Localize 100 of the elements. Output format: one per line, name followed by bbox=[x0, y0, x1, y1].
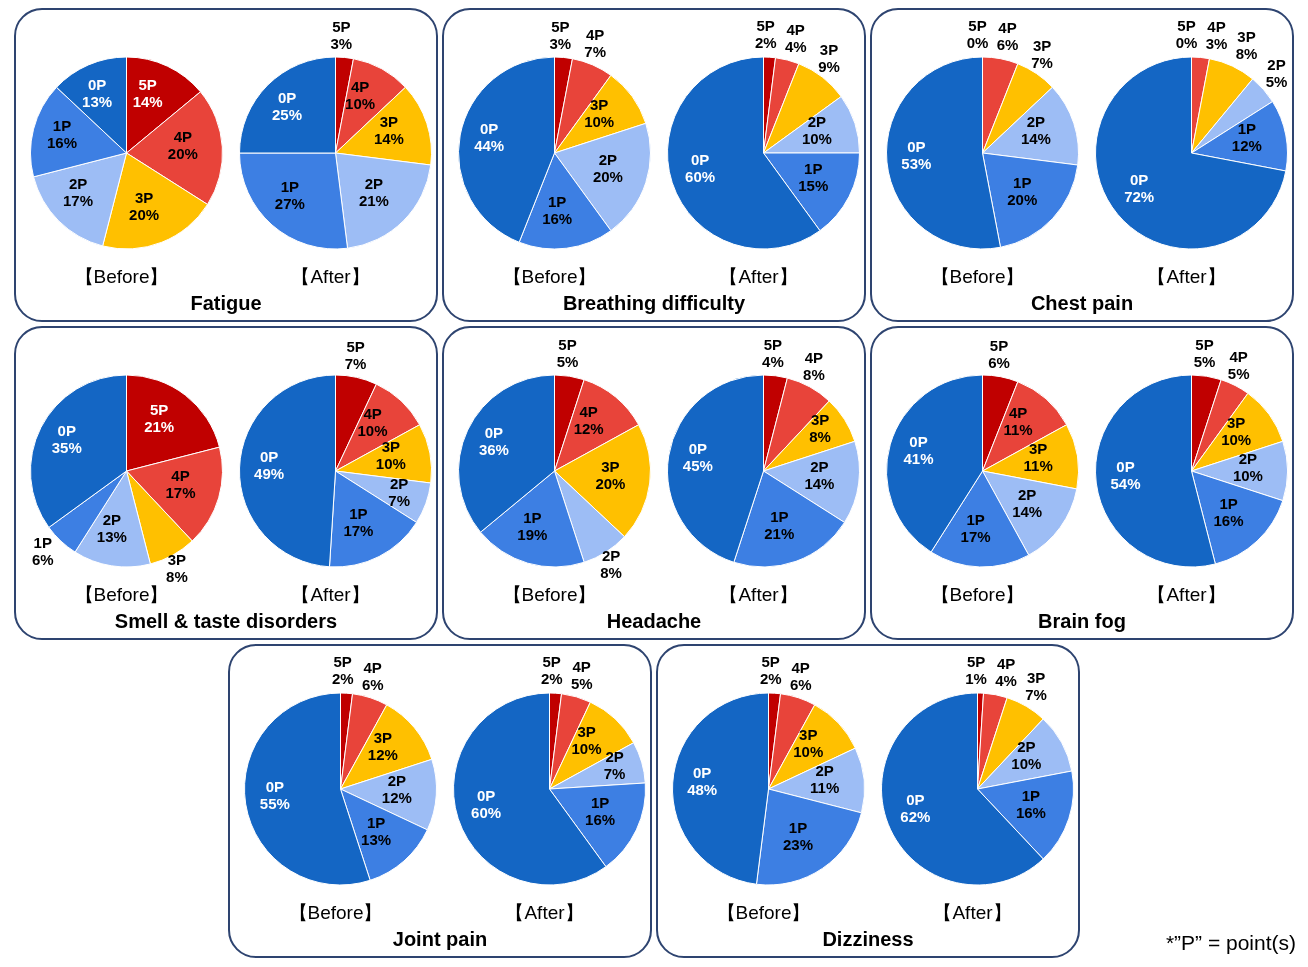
slice-label: 0P bbox=[1116, 457, 1135, 475]
data-label: 7% bbox=[584, 43, 607, 61]
slice-label: 1P bbox=[770, 507, 789, 525]
data-label: 2% bbox=[540, 670, 563, 688]
data-label: 12% bbox=[573, 419, 604, 437]
data-label: 11% bbox=[810, 779, 840, 797]
data-label: 20% bbox=[1007, 191, 1038, 209]
data-label: 45% bbox=[682, 457, 713, 475]
text: 【Before】 bbox=[73, 583, 170, 607]
data-label: 12% bbox=[367, 745, 398, 763]
slice-label: 4P bbox=[171, 467, 190, 485]
text: 【Before】 bbox=[73, 265, 170, 289]
data-label: 11% bbox=[1003, 420, 1033, 438]
data-label: 14% bbox=[1020, 130, 1051, 148]
slice-label: 3P bbox=[601, 457, 620, 475]
slice-label: 4P bbox=[786, 20, 805, 38]
data-label: 10% bbox=[375, 455, 406, 473]
data-label: 48% bbox=[687, 781, 718, 799]
data-label: 17% bbox=[960, 528, 991, 546]
data-label: 7% bbox=[388, 491, 410, 509]
data-label: 16% bbox=[542, 209, 573, 227]
data-label: 49% bbox=[254, 465, 285, 483]
slice-label: 1P bbox=[548, 192, 567, 210]
data-label: 10% bbox=[1221, 430, 1252, 448]
data-label: 16% bbox=[585, 811, 616, 829]
data-label: 17% bbox=[63, 192, 94, 210]
slice-label: 2P bbox=[389, 474, 409, 492]
slice-label: 5P bbox=[756, 17, 775, 35]
slice-label: 2P bbox=[810, 457, 829, 475]
category-label: 5P bbox=[968, 17, 987, 34]
slice-label: 1P bbox=[966, 511, 985, 529]
slice-label: 1P bbox=[1021, 786, 1041, 804]
data-label: 12% bbox=[381, 788, 412, 806]
slice-label: 0P bbox=[87, 75, 107, 93]
data-label: 7% bbox=[344, 354, 367, 372]
slice-label: 1P bbox=[52, 116, 72, 134]
data-label: 20% bbox=[167, 145, 198, 163]
data-label: 2% bbox=[754, 34, 777, 52]
data-label: 14% bbox=[1012, 503, 1043, 521]
text: 0% bbox=[1175, 34, 1198, 51]
data-label: 4% bbox=[995, 672, 1017, 690]
slice-label: 4P bbox=[572, 657, 591, 675]
data-label: 10% bbox=[584, 112, 615, 130]
data-label: 60% bbox=[685, 167, 716, 185]
data-label: 10% bbox=[1232, 467, 1263, 484]
slice-label: 3P bbox=[1237, 27, 1256, 45]
slice-label: 5P bbox=[1195, 336, 1214, 354]
data-label: 10% bbox=[793, 742, 824, 760]
data-label: 55% bbox=[259, 794, 290, 812]
slice-label: 1P bbox=[523, 509, 542, 526]
slice-label: 0P bbox=[688, 440, 707, 458]
slice-label: 2P bbox=[807, 113, 827, 131]
slice-label: 2P bbox=[102, 510, 122, 528]
slice-label: 2P bbox=[598, 150, 618, 168]
data-label: 8% bbox=[809, 427, 831, 445]
slice-label: 3P bbox=[167, 550, 187, 568]
text: Fatigue bbox=[190, 292, 262, 315]
data-label: 2% bbox=[759, 670, 782, 688]
data-label: 21% bbox=[764, 524, 795, 542]
slice-label: 2P bbox=[815, 762, 834, 780]
slice-label: 0P bbox=[690, 150, 710, 168]
data-label: 10% bbox=[1011, 755, 1042, 773]
text: *”P” = point(s) bbox=[1165, 931, 1296, 955]
data-label: 19% bbox=[517, 526, 548, 543]
slice-label: 5P bbox=[542, 653, 561, 671]
slice-label: 2P bbox=[68, 175, 88, 193]
text: Headache bbox=[606, 610, 702, 633]
slice-label: 3P bbox=[1227, 413, 1246, 431]
text: 【Before】 bbox=[501, 265, 598, 289]
slice-label: 2P bbox=[387, 771, 406, 789]
data-label: 35% bbox=[51, 439, 82, 457]
data-label: 21% bbox=[358, 192, 389, 210]
data-label: 6% bbox=[31, 550, 54, 568]
slice-label: 4P bbox=[804, 349, 824, 367]
data-label: 16% bbox=[1213, 511, 1244, 529]
data-label: 6% bbox=[361, 675, 384, 693]
slice-label: 1P bbox=[349, 504, 368, 522]
data-label: 6% bbox=[988, 354, 1010, 372]
data-label: 15% bbox=[798, 176, 829, 194]
slice-label: 0P bbox=[906, 790, 925, 808]
slice-label: 2P bbox=[1017, 738, 1036, 756]
data-label: 10% bbox=[571, 740, 602, 758]
slice-label: 5P bbox=[149, 401, 169, 419]
slice-label: 2P bbox=[601, 547, 621, 565]
data-label: 6% bbox=[996, 36, 1019, 54]
slice-label: 4P bbox=[791, 658, 810, 676]
slice-label: 0P bbox=[479, 120, 499, 138]
data-label: 14% bbox=[804, 474, 835, 492]
data-label: 5% bbox=[1227, 364, 1250, 382]
data-label: 11% bbox=[1023, 457, 1053, 475]
text: 【After】 bbox=[932, 901, 1013, 925]
slice-label: 5P bbox=[966, 653, 986, 671]
slice-label: 1P bbox=[1013, 174, 1032, 192]
slice-label: 4P bbox=[363, 405, 382, 423]
text: 【After】 bbox=[504, 901, 585, 925]
slice-label: 3P bbox=[819, 41, 839, 59]
slice-label: 5P bbox=[989, 337, 1009, 355]
slice-label: 5P bbox=[763, 335, 783, 353]
data-label: 16% bbox=[1015, 803, 1046, 821]
data-label: 7% bbox=[603, 764, 626, 782]
